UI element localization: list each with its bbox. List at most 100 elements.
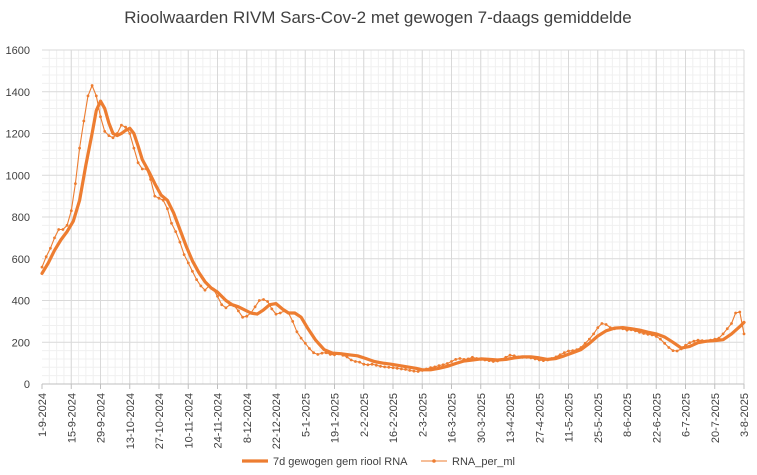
- legend-label-rna-per-ml: RNA_per_ml: [452, 456, 515, 468]
- y-tick-label: 200: [12, 337, 30, 349]
- data-point-rna-per-ml: [308, 347, 311, 350]
- y-tick-label: 0: [24, 379, 30, 391]
- data-point-rna-per-ml: [596, 326, 600, 329]
- data-point-rna-per-ml: [684, 344, 687, 347]
- data-point-rna-per-ml: [395, 366, 399, 370]
- data-point-rna-per-ml: [650, 333, 654, 337]
- data-point-rna-per-ml: [408, 369, 412, 372]
- data-point-rna-per-ml: [713, 337, 717, 341]
- data-point-rna-per-ml: [671, 349, 675, 352]
- y-tick-label: 800: [12, 212, 30, 224]
- data-point-rna-per-ml: [454, 358, 458, 361]
- data-point-rna-per-ml: [232, 304, 236, 308]
- data-point-rna-per-ml: [299, 336, 303, 340]
- data-point-rna-per-ml: [638, 330, 641, 334]
- x-tick-label: 11-5-2025: [564, 393, 576, 442]
- data-point-rna-per-ml: [295, 330, 299, 334]
- data-point-rna-per-ml: [679, 347, 683, 351]
- data-point-rna-per-ml: [253, 305, 257, 309]
- data-point-rna-per-ml: [629, 328, 633, 332]
- data-point-rna-per-ml: [145, 167, 148, 171]
- data-point-rna-per-ml: [425, 367, 428, 371]
- gridlines: [42, 49, 745, 384]
- x-tick-label: 30-3-2025: [476, 393, 488, 443]
- data-point-rna-per-ml: [625, 328, 629, 332]
- data-point-rna-per-ml: [153, 194, 157, 198]
- data-point-rna-per-ml: [111, 136, 115, 140]
- data-point-rna-per-ml: [387, 365, 391, 369]
- data-point-rna-per-ml: [659, 337, 662, 341]
- data-point-rna-per-ml: [575, 348, 579, 351]
- data-point-rna-per-ml: [174, 230, 178, 234]
- data-point-rna-per-ml: [546, 358, 549, 362]
- data-point-rna-per-ml: [149, 178, 153, 181]
- data-point-rna-per-ml: [90, 84, 94, 87]
- data-point-rna-per-ml: [688, 341, 692, 345]
- data-point-rna-per-ml: [479, 358, 483, 361]
- data-point-rna-per-ml: [550, 357, 554, 360]
- data-point-rna-per-ml: [199, 284, 203, 288]
- data-point-rna-per-ml: [228, 303, 232, 307]
- y-axis: 0 200 400 600 800 1000 1200 1400 1600: [6, 45, 30, 391]
- data-point-rna-per-ml: [220, 303, 224, 307]
- y-tick-label: 1200: [6, 129, 30, 141]
- data-point-rna-per-ml: [186, 261, 190, 265]
- data-point-rna-per-ml: [391, 366, 395, 370]
- data-point-rna-per-ml: [257, 299, 261, 302]
- data-point-rna-per-ml: [700, 339, 704, 342]
- data-point-rna-per-ml: [370, 362, 374, 366]
- data-point-rna-per-ml: [44, 255, 48, 259]
- data-point-rna-per-ml: [303, 341, 307, 345]
- data-point-rna-per-ml: [74, 182, 77, 186]
- data-point-rna-per-ml: [136, 161, 140, 165]
- data-point-rna-per-ml: [191, 269, 194, 273]
- data-point-rna-per-ml: [696, 338, 700, 342]
- x-tick-label: 19-1-2025: [330, 393, 342, 443]
- data-point-rna-per-ml: [362, 362, 366, 366]
- data-point-rna-per-ml: [178, 240, 182, 244]
- data-point-rna-per-ml: [40, 265, 44, 269]
- legend: 7d gewogen gem riool RNA RNA_per_ml: [242, 456, 515, 468]
- data-point-rna-per-ml: [705, 339, 708, 343]
- data-point-rna-per-ml: [320, 351, 324, 355]
- data-point-rna-per-ml: [195, 278, 199, 281]
- data-point-rna-per-ml: [445, 362, 449, 365]
- data-point-rna-per-ml: [245, 314, 249, 318]
- data-point-rna-per-ml: [529, 356, 533, 360]
- data-point-rna-per-ml: [249, 311, 253, 315]
- data-point-rna-per-ml: [120, 123, 123, 127]
- data-point-rna-per-ml: [458, 357, 462, 360]
- data-point-rna-per-ml: [412, 369, 416, 373]
- data-point-rna-per-ml: [61, 228, 65, 231]
- data-point-rna-per-ml: [471, 355, 474, 359]
- data-point-rna-per-ml: [512, 354, 516, 358]
- data-point-rna-per-ml: [654, 335, 658, 338]
- data-point-rna-per-ml: [358, 360, 361, 364]
- data-point-rna-per-ml: [487, 359, 491, 362]
- data-point-rna-per-ml: [692, 339, 696, 343]
- data-point-rna-per-ml: [721, 332, 725, 336]
- data-point-rna-per-ml: [128, 132, 132, 135]
- x-tick-label: 8-12-2024: [242, 393, 254, 443]
- x-tick-label: 2-2-2025: [359, 393, 371, 437]
- data-point-rna-per-ml: [667, 346, 671, 349]
- data-point-rna-per-ml: [416, 370, 420, 373]
- x-tick-label: 25-5-2025: [593, 393, 605, 443]
- legend-label-gewogen: 7d gewogen gem riool RNA: [273, 456, 408, 468]
- data-point-rna-per-ml: [266, 300, 269, 303]
- data-point-rna-per-ml: [462, 358, 466, 361]
- data-point-rna-per-ml: [604, 323, 608, 326]
- data-point-rna-per-ml: [500, 358, 503, 361]
- plot-area: [40, 84, 746, 373]
- x-tick-label: 2-3-2025: [417, 393, 429, 437]
- data-point-rna-per-ml: [207, 284, 211, 288]
- x-tick-label: 8-6-2025: [622, 393, 634, 437]
- data-point-rna-per-ml: [170, 221, 173, 225]
- x-tick-label: 15-9-2024: [66, 393, 78, 443]
- x-tick-label: 13-4-2025: [505, 393, 517, 443]
- data-point-rna-per-ml: [613, 327, 616, 331]
- data-point-rna-per-ml: [429, 366, 432, 370]
- x-tick-label: 24-11-2024: [213, 393, 225, 448]
